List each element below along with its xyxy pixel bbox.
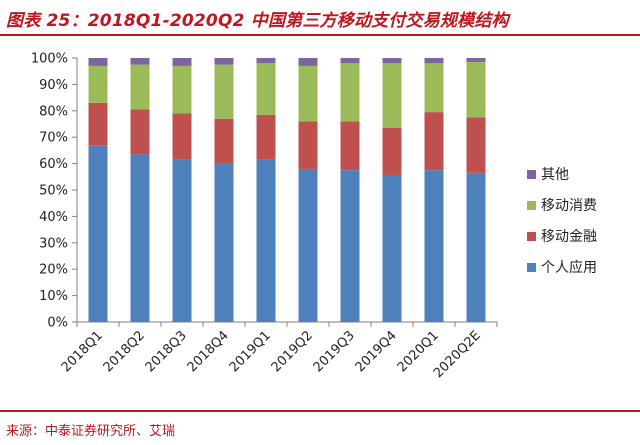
x-tick-label: 2018Q1	[59, 328, 106, 375]
x-tick-label: 2018Q4	[185, 328, 232, 375]
bar-segment	[214, 64, 234, 119]
bar-segment	[424, 63, 444, 113]
legend-swatch	[527, 201, 536, 210]
source-note: 来源：中泰证券研究所、艾瑞	[6, 424, 176, 439]
bar-segment	[172, 58, 192, 66]
y-tick-label: 0%	[47, 316, 68, 331]
bar-segment	[298, 168, 318, 322]
x-tick-label: 2018Q3	[143, 328, 190, 375]
legend-label: 个人应用	[541, 259, 597, 276]
bar-segment	[88, 102, 108, 146]
y-tick-label: 40%	[39, 210, 68, 225]
y-tick-label: 20%	[39, 263, 68, 278]
y-tick-label: 80%	[39, 104, 68, 119]
y-tick-label: 70%	[39, 131, 68, 146]
legend-label: 移动金融	[541, 229, 597, 245]
bar-segment	[172, 65, 192, 114]
y-tick-label: 60%	[39, 157, 68, 172]
stacked-bar-chart: 0%10%20%30%40%50%60%70%80%90%100%2018Q12…	[31, 52, 597, 382]
bar-segment	[172, 159, 192, 322]
x-tick-label: 2019Q1	[227, 328, 274, 375]
bar-segment	[256, 114, 276, 160]
y-tick-label: 30%	[39, 236, 68, 251]
bar-segment	[256, 159, 276, 322]
y-tick-label: 100%	[31, 52, 68, 67]
bar-segment	[256, 58, 276, 64]
bar-segment	[382, 175, 402, 322]
y-tick-label: 10%	[39, 289, 68, 304]
bar-segment	[88, 145, 108, 322]
bar-segment	[88, 58, 108, 66]
bar-segment	[424, 112, 444, 171]
bar-segment	[130, 58, 150, 65]
bar-segment	[466, 58, 486, 62]
bar-segment	[298, 65, 318, 122]
bar-segment	[256, 63, 276, 115]
bar-segment	[214, 118, 234, 164]
bar-segment	[340, 121, 360, 171]
bar-segment	[130, 109, 150, 155]
bar-segment	[466, 172, 486, 322]
bar-segment	[424, 170, 444, 322]
legend-swatch	[527, 232, 536, 241]
bar-segment	[466, 117, 486, 173]
figure-title: 图表 25：2018Q1-2020Q2 中国第三方移动支付交易规模结构	[6, 11, 509, 31]
bar-segment	[382, 63, 402, 128]
bar-segment	[130, 64, 150, 110]
bar-segment	[382, 58, 402, 64]
bar-segment	[214, 163, 234, 322]
legend-swatch	[527, 170, 536, 179]
bar-segment	[214, 58, 234, 65]
legend-label: 其他	[541, 167, 569, 183]
bar-segment	[340, 63, 360, 122]
bar-segment	[172, 113, 192, 160]
x-tick-label: 2019Q4	[353, 328, 400, 375]
legend-swatch	[527, 263, 536, 272]
bar-segment	[130, 154, 150, 322]
source-bar: 来源：中泰证券研究所、艾瑞	[0, 410, 640, 445]
bar-segment	[298, 58, 318, 66]
x-tick-label: 2019Q3	[311, 328, 358, 375]
title-bar: 图表 25：2018Q1-2020Q2 中国第三方移动支付交易规模结构	[0, 0, 640, 36]
chart-area: 0% 10% 20% 30% 40% 50% 60% 70% 80% 90% 100% 2018Q1 2…	[0, 38, 640, 404]
bar-segment	[382, 127, 402, 176]
x-tick-label: 2019Q2	[269, 328, 316, 375]
legend-label: 移动消费	[541, 198, 597, 214]
y-tick-label: 90%	[39, 78, 68, 93]
bar-segment	[424, 58, 444, 64]
bar-segment	[340, 170, 360, 322]
bar-segment	[88, 65, 108, 103]
bar-segment	[298, 121, 318, 169]
x-tick-label: 2018Q2	[101, 328, 148, 375]
y-tick-label: 50%	[39, 184, 68, 199]
bar-segment	[466, 61, 486, 118]
bar-segment	[340, 58, 360, 64]
